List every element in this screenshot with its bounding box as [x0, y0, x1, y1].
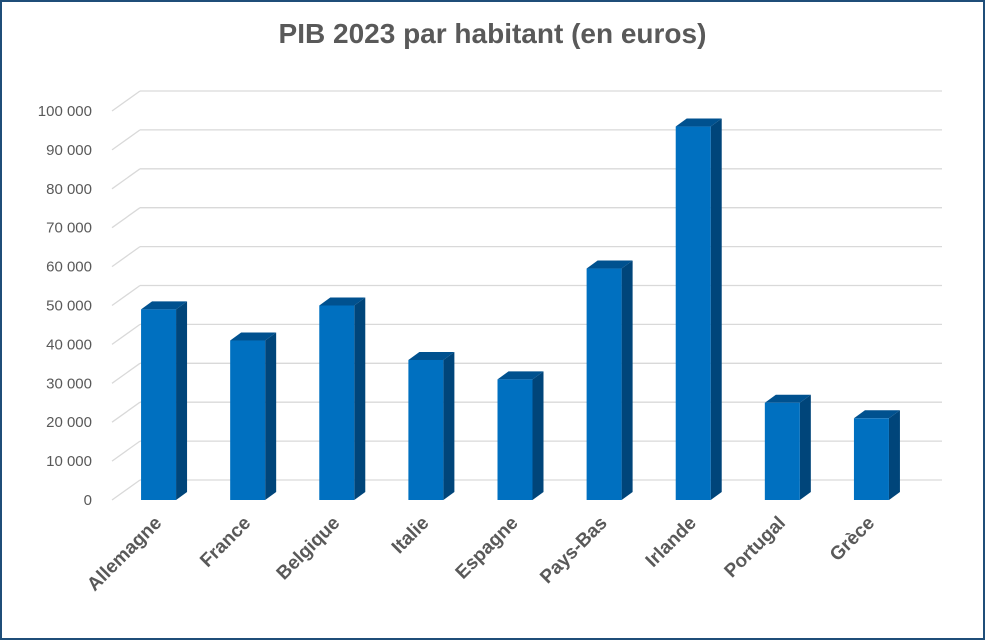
bar-side: [888, 410, 900, 500]
bar-side: [443, 351, 455, 500]
bar: [764, 402, 800, 500]
y-tick-label: 0: [84, 492, 92, 509]
x-tick-label: Irlande: [642, 513, 701, 572]
bar-side: [710, 118, 722, 500]
bar: [853, 418, 889, 500]
gridline-edge: [111, 90, 141, 112]
y-tick-label: 70 000: [46, 220, 92, 237]
gridline-edge: [111, 168, 141, 190]
x-tick-label: Portugal: [721, 513, 790, 582]
gridline-edge: [111, 323, 141, 345]
y-tick-label: 40 000: [46, 336, 92, 353]
bar: [141, 309, 177, 500]
bar-side: [354, 297, 366, 500]
x-tick-label: Italie: [388, 513, 433, 558]
gridline-edge: [111, 362, 141, 384]
y-tick-label: 60 000: [46, 259, 92, 276]
bar: [675, 126, 711, 500]
y-tick-label: 90 000: [46, 142, 92, 159]
bar-top: [319, 297, 366, 306]
y-tick-label: 80 000: [46, 181, 92, 198]
bar-top: [408, 351, 455, 360]
y-tick-label: 10 000: [46, 453, 92, 470]
bar-top: [141, 301, 188, 310]
y-tick-label: 100 000: [38, 103, 92, 120]
gridline-edge: [111, 246, 141, 268]
gridline-edge: [111, 401, 141, 423]
bar-side: [532, 371, 544, 500]
gridline-edge: [111, 440, 141, 462]
bar-top: [230, 332, 277, 341]
bar-top: [853, 410, 900, 419]
bar: [586, 268, 622, 500]
chart-title: PIB 2023 par habitant (en euros): [278, 18, 707, 49]
bar: [408, 359, 444, 500]
x-tick-label: France: [196, 513, 255, 572]
gridline-edge: [111, 129, 141, 151]
bar-side: [265, 332, 277, 500]
gridline-edge: [111, 207, 141, 229]
bar-top: [675, 118, 722, 127]
x-tick-label: Pays-Bas: [536, 513, 611, 588]
bar-side: [176, 301, 188, 500]
bar-side: [799, 394, 811, 500]
bar-top: [764, 394, 811, 403]
x-tick-label: Grèce: [826, 513, 879, 566]
gridline-edge: [111, 284, 141, 307]
bar-top: [497, 371, 544, 380]
y-tick-label: 30 000: [46, 375, 92, 392]
bar-top: [586, 260, 633, 269]
bar: [230, 340, 266, 500]
bar-side: [621, 260, 633, 500]
x-tick-label: Allemagne: [83, 513, 166, 596]
bar: [319, 305, 355, 500]
y-tick-label: 50 000: [46, 298, 92, 315]
x-tick-label: Espagne: [452, 513, 523, 584]
bar: [497, 379, 533, 500]
y-tick-label: 20 000: [46, 414, 92, 431]
x-tick-label: Belgique: [273, 513, 345, 585]
gridline-edge: [111, 479, 141, 501]
